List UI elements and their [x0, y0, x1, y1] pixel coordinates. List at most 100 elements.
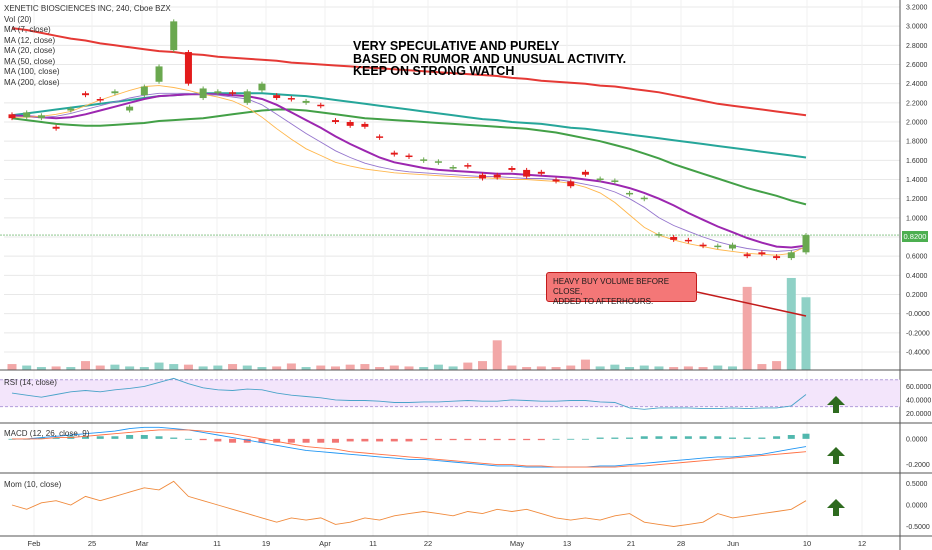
- candle: [479, 174, 487, 179]
- macd-line: [12, 426, 807, 468]
- macd-hist-bar: [787, 435, 795, 439]
- volume-bar: [154, 362, 164, 370]
- volume-bar: [7, 364, 17, 370]
- volume-bar: [536, 366, 546, 370]
- rsi-label[interactable]: RSI (14, close): [4, 378, 57, 387]
- up-arrow-icon: [827, 447, 845, 464]
- candle: [37, 115, 45, 119]
- candle: [567, 181, 575, 187]
- candle: [126, 106, 134, 111]
- macd-hist-bar: [317, 438, 325, 443]
- macd-tick-label: -0.2000: [906, 462, 930, 469]
- macd-hist-bar: [214, 438, 222, 442]
- candle: [155, 66, 163, 82]
- candle: [317, 104, 325, 107]
- macd-hist-bar: [155, 436, 163, 439]
- volume-bar: [742, 286, 752, 370]
- macd-hist-bar: [581, 438, 589, 440]
- x-tick-label: Jun: [727, 539, 739, 548]
- candle: [449, 167, 457, 169]
- legend-ma100[interactable]: MA (100, close): [4, 67, 60, 76]
- macd-hist-bar: [405, 438, 413, 442]
- volume-bar: [345, 364, 355, 370]
- candle: [331, 120, 339, 122]
- x-tick-label: Mar: [136, 539, 149, 548]
- x-tick-label: 13: [563, 539, 571, 548]
- mom-tick-label: -0.5000: [906, 524, 930, 531]
- legend-ma200[interactable]: MA (200, close): [4, 77, 60, 87]
- candle: [376, 136, 384, 138]
- price-tick-label: 2.8000: [906, 43, 928, 50]
- macd-label[interactable]: MACD (12, 26, close, 9): [4, 429, 90, 438]
- candle: [611, 180, 619, 182]
- macd-hist-bar: [376, 438, 384, 442]
- price-tick-label: 0.4000: [906, 273, 928, 280]
- macd-hist-bar: [508, 438, 516, 441]
- volume-bar: [389, 365, 399, 370]
- ma-line: [11, 108, 807, 206]
- macd-hist-bar: [611, 437, 619, 439]
- mom-tick-label: 0.0000: [906, 503, 928, 510]
- volume-bar: [286, 363, 296, 370]
- candle: [743, 254, 751, 257]
- x-tick-label: 12: [858, 539, 866, 548]
- macd-hist-bar: [479, 438, 487, 441]
- macd-hist-bar: [743, 437, 751, 439]
- legend-vol[interactable]: Vol (20): [4, 14, 32, 24]
- x-tick-label: 28: [677, 539, 685, 548]
- candle: [214, 91, 222, 94]
- chart-title: XENETIC BIOSCIENCES INC, 240, Cboe BZX: [4, 4, 171, 13]
- price-tick-label: 2.6000: [906, 62, 928, 69]
- rsi-tick-label: 60.0000: [906, 384, 931, 391]
- mom-label[interactable]: Mom (10, close): [4, 480, 62, 489]
- candle: [405, 155, 413, 158]
- up-arrow-icon: [827, 499, 845, 516]
- macd-hist-bar: [464, 438, 472, 441]
- candle: [552, 179, 560, 182]
- macd-hist-bar: [361, 438, 369, 442]
- candle: [699, 244, 707, 247]
- macd-signal-line: [12, 429, 807, 468]
- macd-hist-bar: [229, 438, 237, 443]
- price-tick-label: 2.2000: [906, 100, 928, 107]
- candle: [626, 192, 634, 195]
- volume-bar: [757, 364, 767, 370]
- macd-tick-label: 0.0000: [906, 436, 928, 443]
- volume-bar: [51, 366, 61, 370]
- macd-hist-bar: [434, 438, 442, 441]
- legend-ma20[interactable]: MA (20, close): [4, 46, 56, 55]
- volume-bar: [595, 366, 605, 370]
- volume-bar: [183, 364, 193, 370]
- legend-ma12[interactable]: MA (12, close): [4, 35, 56, 45]
- price-tick-label: 1.4000: [906, 177, 928, 184]
- macd-hist-bar: [302, 438, 310, 443]
- x-tick-label: Feb: [28, 539, 41, 548]
- macd-hist-bar: [420, 438, 428, 441]
- volume-callout[interactable]: HEAVY BUY VOLUME BEFORE CLOSE, ADDED TO …: [546, 272, 697, 306]
- candle: [420, 159, 428, 161]
- price-tick-label: 2.0000: [906, 120, 928, 127]
- candle: [508, 168, 516, 170]
- macd-hist-bar: [287, 438, 295, 443]
- volume-bar: [448, 366, 458, 370]
- candle: [787, 252, 795, 259]
- candle: [670, 237, 678, 240]
- macd-hist-bar: [37, 437, 45, 439]
- volume-bar: [492, 340, 502, 370]
- candle: [640, 197, 648, 200]
- note-line-1: VERY SPECULATIVE AND PURELY: [353, 39, 560, 53]
- x-tick-label: 11: [369, 539, 377, 548]
- volume-bar: [580, 359, 590, 370]
- candle: [537, 171, 545, 174]
- price-tick-label: -0.4000: [906, 350, 930, 357]
- volume-bar: [81, 361, 91, 370]
- candle: [273, 95, 281, 99]
- candle: [361, 123, 369, 127]
- macd-hist-bar: [346, 438, 354, 442]
- macd-hist-bar: [802, 433, 810, 439]
- legend-ma7[interactable]: MA (7, close): [4, 25, 51, 34]
- candle: [8, 114, 16, 119]
- price-tick-label: 1.0000: [906, 215, 928, 222]
- legend-ma50[interactable]: MA (50, close): [4, 56, 56, 66]
- rsi-tick-label: 20.0000: [906, 411, 931, 418]
